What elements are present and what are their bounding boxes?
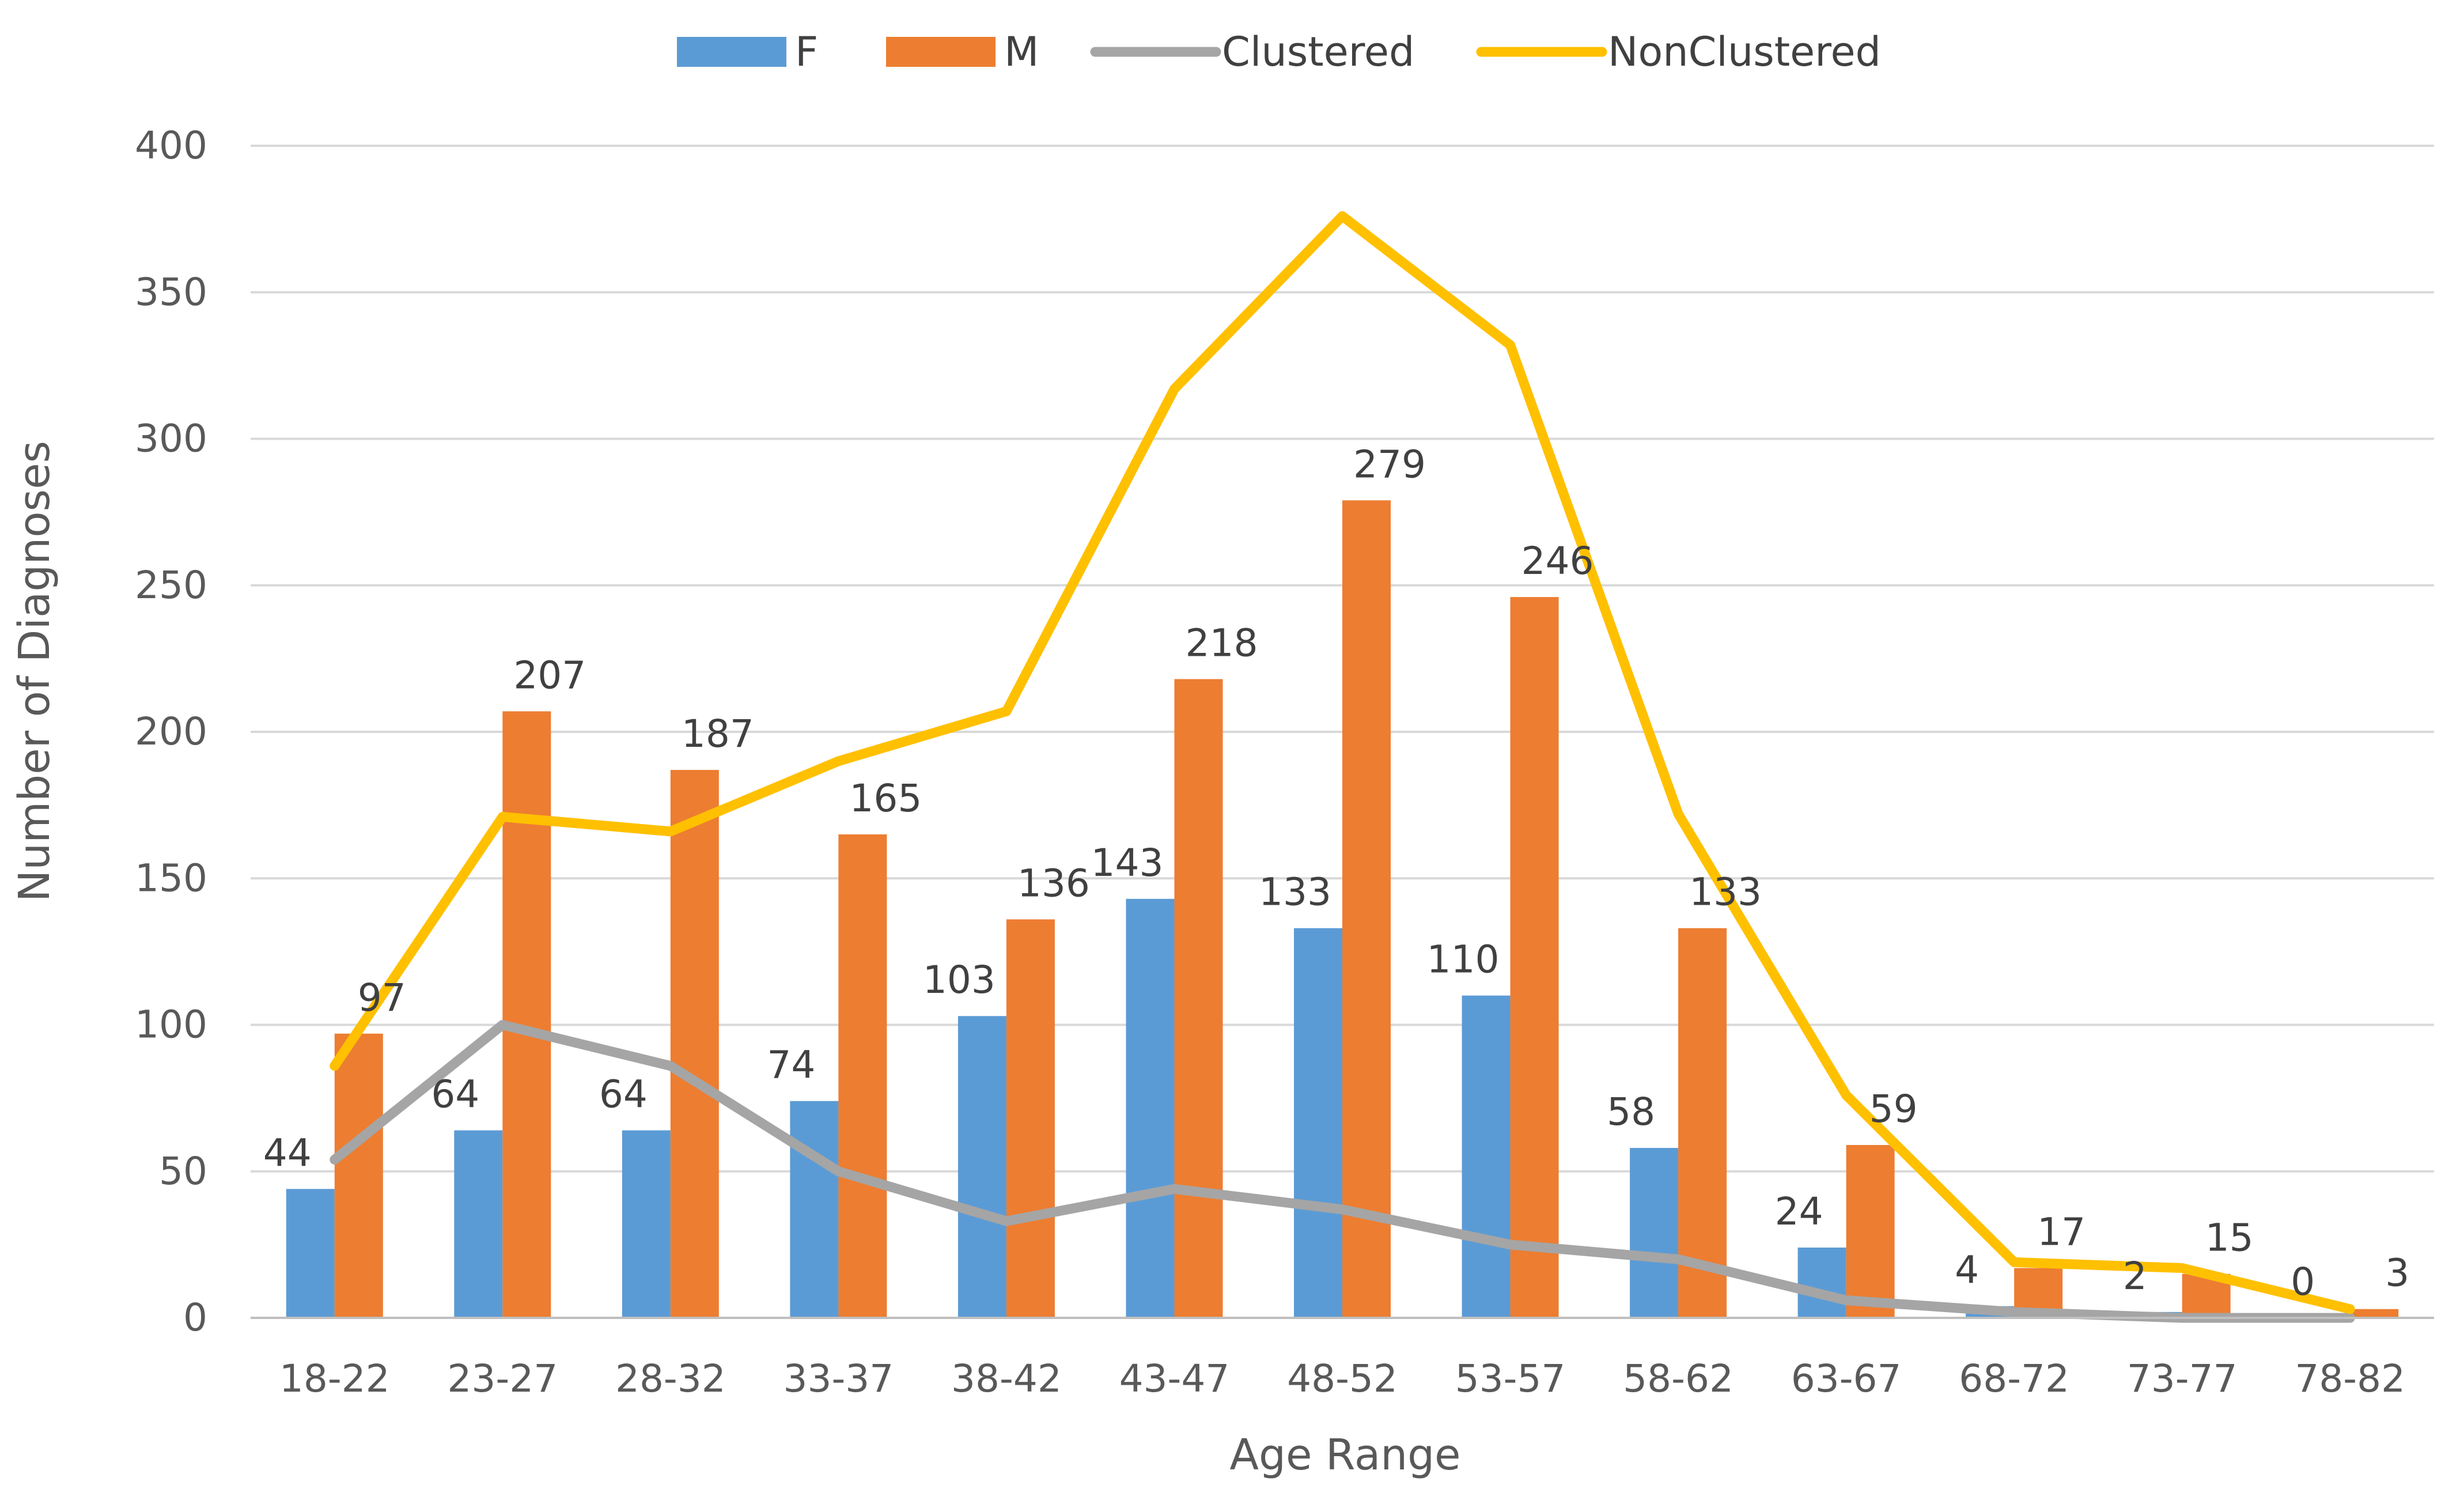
x-tick-label: 33-37 [783, 1356, 894, 1401]
y-tick-label: 350 [135, 270, 207, 314]
bar-m [2350, 1309, 2399, 1318]
y-tick-label: 250 [135, 563, 207, 607]
bar-m [1342, 500, 1391, 1318]
legend-label-nonclustered: NonClustered [1608, 28, 1881, 75]
data-label-m: 136 [1017, 861, 1090, 905]
y-tick-label: 300 [135, 417, 207, 461]
data-label-m: 246 [1521, 539, 1594, 583]
bar-m [502, 711, 551, 1318]
bar-f [1797, 1247, 1846, 1318]
bar-f [1294, 928, 1342, 1318]
legend-label-f: F [795, 28, 818, 75]
data-label-m: 207 [513, 653, 586, 697]
data-label-f: 133 [1259, 870, 1331, 915]
data-label-f: 24 [1775, 1189, 1823, 1234]
y-axis-title: Number of Diagnoses [10, 441, 59, 902]
data-label-m: 218 [1185, 621, 1258, 665]
y-tick-label: 100 [135, 1003, 207, 1047]
x-tick-label: 58-62 [1623, 1356, 1733, 1401]
data-label-f: 143 [1091, 841, 1163, 885]
bar-f [454, 1130, 503, 1318]
bar-m [670, 770, 719, 1318]
legend-swatch-m [886, 37, 996, 67]
bar-m [1174, 679, 1223, 1318]
legend: F M Clustered NonClustered [677, 28, 1881, 75]
x-tick-label: 73-77 [2127, 1356, 2238, 1401]
data-label-f: 64 [431, 1072, 479, 1117]
data-label-f: 110 [1427, 938, 1500, 982]
line-clustered [330, 1020, 2355, 1323]
bar-m [838, 834, 887, 1318]
data-label-f: 64 [599, 1072, 648, 1117]
x-tick-label: 43-47 [1119, 1356, 1230, 1401]
bar-f [1630, 1148, 1679, 1318]
x-tick-label: 38-42 [951, 1356, 1062, 1401]
data-label-f: 4 [1955, 1248, 1979, 1293]
x-tick-label: 28-32 [615, 1356, 726, 1401]
x-tick-label: 23-27 [447, 1356, 558, 1401]
x-axis-title: Age Range [1229, 1430, 1460, 1480]
data-label-m: 133 [1689, 870, 1762, 915]
legend-swatch-f [677, 37, 786, 67]
data-label-m: 165 [849, 776, 922, 821]
data-label-m: 17 [2037, 1210, 2085, 1254]
bar-f [622, 1130, 671, 1318]
data-label-m: 97 [358, 976, 406, 1020]
bar-m [334, 1033, 383, 1318]
bar-m [1846, 1144, 1895, 1318]
data-label-m: 15 [2205, 1216, 2254, 1260]
bar-m [1510, 597, 1559, 1318]
lines [330, 211, 2355, 1323]
x-tick-label: 78-82 [2295, 1356, 2405, 1401]
legend-label-clustered: Clustered [1222, 28, 1414, 75]
data-label-m: 3 [2385, 1251, 2409, 1295]
bar-f [957, 1016, 1006, 1318]
data-label-f: 103 [923, 958, 996, 1002]
data-label-m: 187 [682, 712, 754, 756]
data-label-f: 58 [1607, 1090, 1655, 1134]
bar-m [1678, 928, 1727, 1318]
y-tick-label: 200 [135, 709, 207, 754]
data-label-f: 44 [263, 1131, 312, 1175]
data-labels: 44 64 64 74 103 143 133 110 58 24 4 2 0 97 207 187 165 13… [263, 442, 2409, 1304]
x-tick-label: 63-67 [1791, 1356, 1902, 1401]
y-tick-label: 50 [159, 1149, 207, 1193]
bar-f [286, 1189, 335, 1318]
data-label-m: 59 [1869, 1087, 1918, 1131]
y-tick-label: 0 [183, 1295, 207, 1340]
legend-label-m: M [1004, 28, 1039, 75]
x-tick-label: 18-22 [279, 1356, 390, 1401]
bar-f [1126, 898, 1175, 1318]
y-tick-label: 400 [135, 123, 207, 168]
x-tick-label: 48-52 [1287, 1356, 1398, 1401]
bars [286, 500, 2399, 1318]
y-tick-label: 150 [135, 856, 207, 900]
x-tick-label: 68-72 [1959, 1356, 2069, 1401]
bar-f [1462, 995, 1511, 1318]
x-tick-label: 53-57 [1455, 1356, 1566, 1401]
data-label-f: 0 [2291, 1260, 2315, 1304]
bar-f [790, 1101, 839, 1318]
data-label-m: 279 [1353, 442, 1426, 486]
line-nonclustered [330, 211, 2355, 1314]
data-label-f: 2 [2123, 1254, 2147, 1298]
data-label-f: 74 [767, 1043, 815, 1087]
bar-m [1006, 919, 1055, 1318]
